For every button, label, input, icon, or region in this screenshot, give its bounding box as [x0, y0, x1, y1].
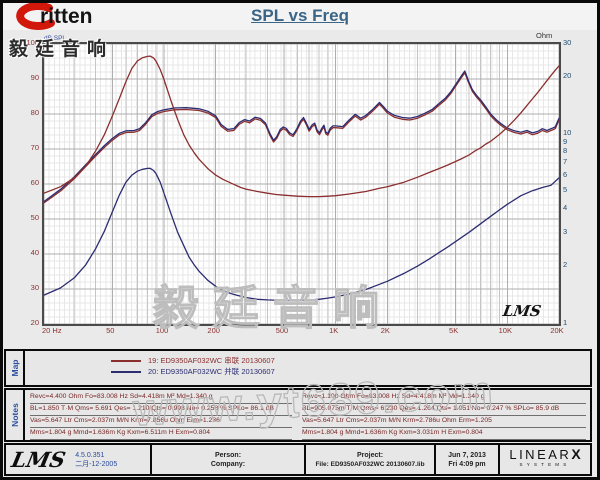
y-right-tick-label: 9: [563, 136, 568, 146]
x-tick-label: 20K: [550, 326, 564, 335]
legend-line-swatch: [111, 370, 141, 373]
person-company-block: Person: Company:: [152, 451, 304, 469]
map-panel: Map 19: ED9350AF032WC 串联 20130607 20: ED9…: [4, 349, 592, 387]
note-parameter-line: Revc=1.100 Ohm Fo=83.008 Hz Sd=4.418m M²…: [302, 392, 586, 404]
legend-entry-label: 20: ED9350AF032WC 并联 20130607: [148, 367, 275, 376]
y-left-axis-unit: dB SPL: [44, 35, 67, 42]
x-tick-label: 1K: [329, 326, 339, 335]
datetime-block: Jun 7, 2013 Fri 4:09 pm: [436, 451, 498, 469]
notes-label-cell: Notes: [6, 390, 25, 440]
project-label: Project:: [356, 451, 384, 459]
notes-label: Notes: [9, 403, 20, 427]
logo-chinese-text: 毅廷音响: [9, 39, 114, 60]
footer-version-cell: LMS 4.5.0.351 二月-12-2005: [6, 445, 152, 474]
y-right-tick-label: 6: [563, 169, 568, 179]
y-left-tick-label: 40: [30, 247, 39, 257]
y-left-tick-label: 50: [30, 212, 39, 222]
x-tick-label: 10K: [498, 326, 512, 335]
notes-series-params: Revc=4.400 Ohm Fo=83.008 Hz Sd=4.418m M²…: [30, 392, 292, 440]
y-left-tick-label: 80: [30, 107, 39, 117]
y-right-tick-label: 4: [563, 203, 568, 213]
version-block: 4.5.0.351 二月-12-2005: [75, 451, 117, 469]
report-time: Fri 4:09 pm: [448, 460, 486, 468]
spl-impedance-chart: [43, 43, 560, 325]
lms-signature: LMS: [501, 302, 543, 320]
y-right-tick-label: 20: [563, 70, 572, 80]
x-tick-label: 20 Hz: [42, 326, 62, 335]
y-left-tick-label: 20: [30, 317, 39, 327]
chart-region: dB SPL Ohm LMS 毅廷音响 100 90 80 70 60 50 40 30 20 3…: [3, 30, 597, 348]
legend: 19: ED9350AF032WC 串联 20130607 20: ED9350A…: [25, 351, 275, 385]
y-right-axis-unit: Ohm: [536, 31, 553, 40]
y-left-tick-label: 90: [30, 72, 39, 82]
x-tick-label: 5K: [449, 326, 459, 335]
footer-project-cell: Project: File: ED9350AF032WC 20130607.li…: [306, 445, 436, 474]
note-parameter-line: Vas=5.647 Ltr Cms=2.037m M/N Krm=2.786u …: [302, 416, 586, 428]
x-tick-label: 200: [207, 326, 220, 335]
logo-swoosh-icon: [16, 3, 55, 30]
project-block: Project: File: ED9350AF032WC 20130607.li…: [306, 451, 434, 469]
footer: LMS 4.5.0.351 二月-12-2005 Person: Company…: [4, 443, 592, 476]
map-label-cell: Map: [6, 351, 25, 385]
version-number: 4.5.0.351: [75, 451, 105, 459]
person-label: Person:: [214, 451, 242, 459]
y-left-tick-label: 70: [30, 142, 39, 152]
note-parameter-line: Mms=1.804 g Mmd=1.636m Kg Kxm=6.511m H E…: [30, 428, 292, 440]
header: ritten SPL vs Freq: [3, 3, 597, 32]
footer-date-cell: Jun 7, 2013 Fri 4:09 pm: [436, 445, 500, 474]
grid-lines: [43, 43, 560, 325]
y-right-tick-label: 10: [563, 127, 572, 137]
file-name: File: ED9350AF032WC 20130607.lib: [315, 460, 425, 468]
footer-person-cell: Person: Company:: [152, 445, 306, 474]
y-right-tick-label: 30: [563, 37, 572, 47]
logo-text: ritten: [40, 4, 93, 28]
x-tick-label: 500: [275, 326, 289, 335]
brand-subtitle: SYSTEMS: [519, 462, 571, 467]
report-date: Jun 7, 2013: [448, 451, 486, 459]
linearx-logo: LINEARX SYSTEMS: [509, 446, 581, 470]
y-right-tick-label: 1: [563, 317, 568, 327]
y-right-tick-label: 2: [563, 260, 568, 270]
note-parameter-line: BL=1.850 T·M Qms= 5.691 Qes= 1.210 Qts= …: [30, 404, 292, 416]
notes-panel: Notes Revc=4.400 Ohm Fo=83.008 Hz Sd=4.4…: [4, 388, 592, 442]
version-date: 二月-12-2005: [75, 460, 118, 468]
y-right-tick-label: 3: [563, 227, 568, 237]
x-tick-label: 100: [155, 326, 169, 335]
note-parameter-line: BL=905.075m T·M Qms= 6.230 Qes= 1.264 Qt…: [302, 404, 586, 416]
notes-columns: Revc=4.400 Ohm Fo=83.008 Hz Sd=4.418m M²…: [25, 390, 590, 440]
y-right-tick-label: 7: [563, 157, 568, 167]
curve: [43, 167, 560, 302]
y-right-tick-label: 5: [563, 185, 568, 194]
company-label: Company:: [210, 460, 246, 468]
curve: [43, 72, 560, 204]
x-tick-label: 50: [106, 326, 115, 335]
notes-parallel-params: Revc=1.100 Ohm Fo=83.008 Hz Sd=4.418m M²…: [302, 392, 586, 440]
note-parameter-line: Mms=1.804 g Mmd=1.636m Kg Kxm=3.031m H E…: [302, 428, 586, 440]
note-parameter-line: Revc=4.400 Ohm Fo=83.008 Hz Sd=4.418m M²…: [30, 392, 292, 404]
note-parameter-line: Vas=5.647 Ltr Cms=2.037m M/N Krm=7.856u …: [30, 416, 292, 428]
map-label: Map: [9, 359, 20, 377]
y-left-tick-label: 60: [30, 177, 39, 187]
lms-logo: LMS: [9, 447, 68, 472]
legend-entry: 19: ED9350AF032WC 串联 20130607: [111, 355, 275, 366]
curve: [43, 70, 560, 203]
brand-name: LINEAR: [509, 447, 572, 462]
y-left-tick-label: 30: [30, 282, 39, 292]
legend-line-swatch: [111, 359, 141, 362]
brand-x: X: [571, 446, 581, 462]
y-left-tick-label: 100: [26, 37, 39, 47]
plot-area: [42, 42, 561, 326]
x-tick-label: 2K: [380, 326, 390, 335]
legend-entry: 20: ED9350AF032WC 并联 20130607: [111, 366, 275, 377]
legend-entry-label: 19: ED9350AF032WC 串联 20130607: [148, 356, 275, 365]
app-logo: ritten: [9, 3, 93, 30]
y-right-tick-label: 8: [563, 146, 568, 156]
footer-brand-cell: LINEARX SYSTEMS: [500, 445, 590, 474]
curve: [43, 55, 560, 198]
page-title: SPL vs Freq: [251, 6, 349, 25]
